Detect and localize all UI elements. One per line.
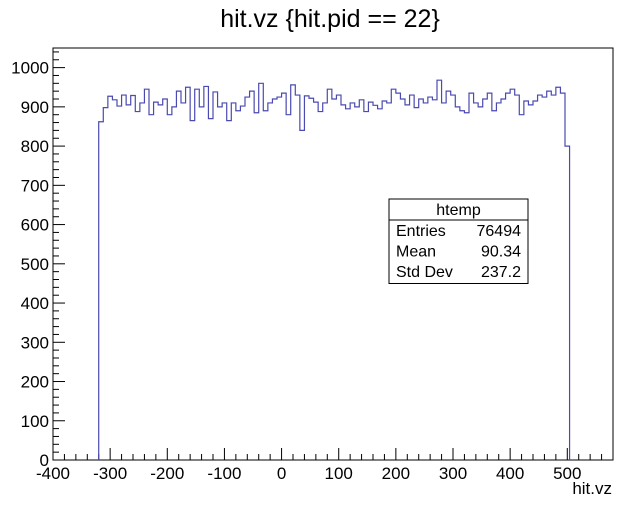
plot-frame [52,47,614,461]
stats-box-value: 90.34 [481,244,521,261]
stats-box-label: Entries [396,223,446,240]
x-tick-label: -400 [36,464,70,483]
x-axis-label: hit.vz [572,479,612,498]
chart-title: hit.vz {hit.pid == 22} [220,5,440,33]
histogram-outline [98,79,571,460]
y-tick-label: 700 [21,176,49,195]
x-tick-label: 200 [382,464,410,483]
histogram-bins [98,79,571,460]
stats-box-title: htemp [436,202,481,219]
x-tick-label: 100 [325,464,353,483]
y-tick-label: 1000 [11,59,49,78]
y-tick-label: 900 [21,98,49,117]
x-tick-label: 0 [277,464,286,483]
x-tick-label: -300 [93,464,127,483]
y-tick-label: 800 [21,137,49,156]
y-tick-label: 300 [21,333,49,352]
axes: -400 -300 -200 -100 0 100 200 300 400 500 0 100 200 3… [11,47,614,483]
y-tick-label: 200 [21,373,49,392]
x-tick-label: -100 [207,464,241,483]
x-tick-label: 300 [439,464,467,483]
y-tick-label: 400 [21,294,49,313]
stats-box-frame [388,198,529,284]
stats-box-label: Std Dev [396,264,453,281]
y-tick-label: 0 [40,451,49,470]
y-tick-label: 500 [21,255,49,274]
y-tick-label: 100 [21,412,49,431]
stats-box-label: Mean [396,244,436,261]
x-tick-label: 500 [553,464,581,483]
stats-box-value: 237.2 [481,264,521,281]
y-tick-label: 600 [21,216,49,235]
stats-box-value: 76494 [477,223,522,240]
stats-box: htemp Entries 76494 Mean 90.34 Std Dev 237.2 [388,198,529,284]
x-tick-label: -200 [150,464,184,483]
x-tick-label: 400 [496,464,524,483]
